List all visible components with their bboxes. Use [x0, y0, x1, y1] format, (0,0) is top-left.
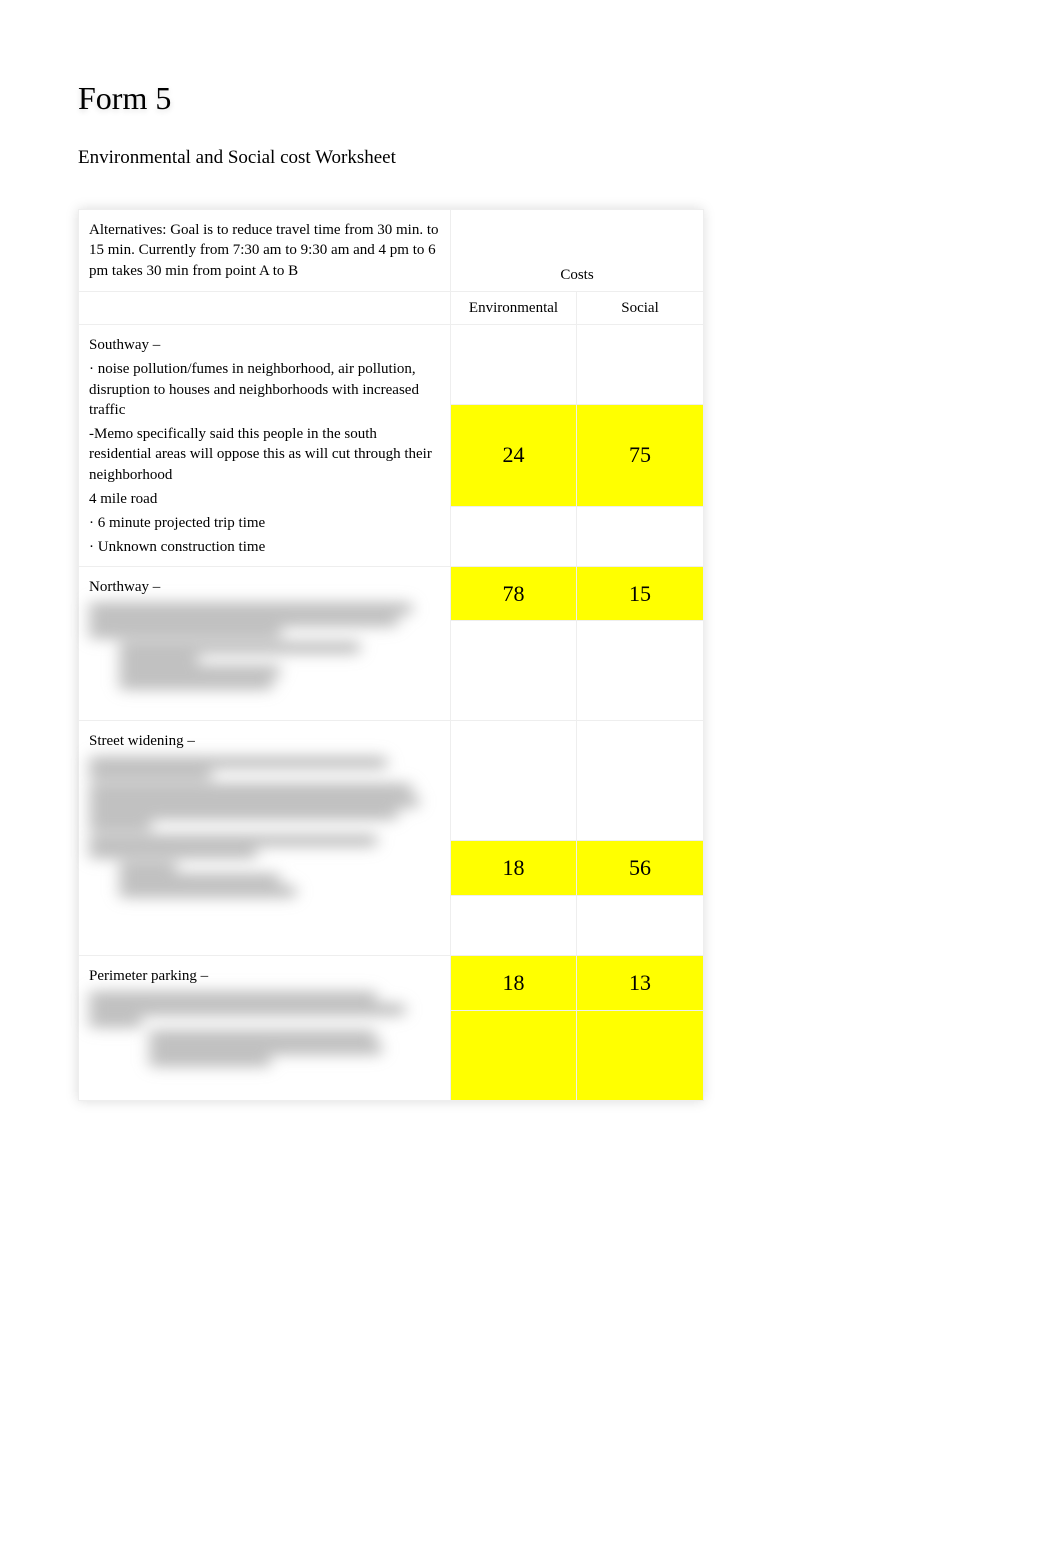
southway-desc: Southway – · noise pollution/fumes in ne…: [79, 325, 451, 567]
header-costs: Costs: [451, 210, 704, 292]
header-environmental: Environmental: [451, 291, 577, 324]
header-social: Social: [577, 291, 704, 324]
row-heading: Perimeter parking –: [89, 966, 440, 986]
table-row: Northway – 78 15: [79, 566, 704, 621]
header-blank: [79, 291, 451, 324]
bullet: · 6 minute projected trip time: [89, 513, 440, 533]
subtitle: Environmental and Social cost Worksheet: [78, 147, 984, 169]
header-alternatives: Alternatives: Goal is to reduce travel t…: [79, 210, 451, 292]
street-widening-desc: Street widening –: [79, 721, 451, 956]
northway-soc-value: 15: [577, 566, 704, 621]
perimeter-parking-soc-value: 13: [577, 955, 704, 1010]
bullet: 4 mile road: [89, 489, 440, 509]
southway-soc-value: 75: [577, 405, 704, 507]
blurred-content: [89, 605, 440, 687]
yellow-fill-cell: [451, 1010, 577, 1100]
empty-cell: [577, 506, 704, 566]
perimeter-parking-env-value: 18: [451, 955, 577, 1010]
empty-cell: [577, 721, 704, 841]
table-row: Southway – · noise pollution/fumes in ne…: [79, 325, 704, 405]
table-row: Street widening –: [79, 721, 704, 841]
empty-cell: [451, 506, 577, 566]
empty-cell: [451, 895, 577, 955]
street-widening-soc-value: 56: [577, 841, 704, 896]
empty-cell: [451, 621, 577, 721]
row-heading: Northway –: [89, 577, 440, 597]
street-widening-env-value: 18: [451, 841, 577, 896]
northway-env-value: 78: [451, 566, 577, 621]
bullet: -Memo specifically said this people in t…: [89, 424, 440, 485]
bullet: · noise pollution/fumes in neighborhood,…: [89, 359, 440, 420]
bullet: · Unknown construction time: [89, 537, 440, 557]
empty-cell: [451, 721, 577, 841]
empty-cell: [451, 325, 577, 405]
northway-desc: Northway –: [79, 566, 451, 721]
blurred-content: [89, 994, 440, 1064]
empty-cell: [577, 621, 704, 721]
page-title: Form 5: [78, 80, 984, 117]
table-row: Perimeter parking – 18 13: [79, 955, 704, 1010]
empty-cell: [577, 325, 704, 405]
empty-cell: [577, 895, 704, 955]
perimeter-parking-desc: Perimeter parking –: [79, 955, 451, 1100]
row-heading: Street widening –: [89, 731, 440, 751]
blurred-content: [89, 759, 440, 895]
southway-env-value: 24: [451, 405, 577, 507]
worksheet-table: Alternatives: Goal is to reduce travel t…: [78, 209, 703, 1101]
row-heading: Southway –: [89, 335, 440, 355]
yellow-fill-cell: [577, 1010, 704, 1100]
